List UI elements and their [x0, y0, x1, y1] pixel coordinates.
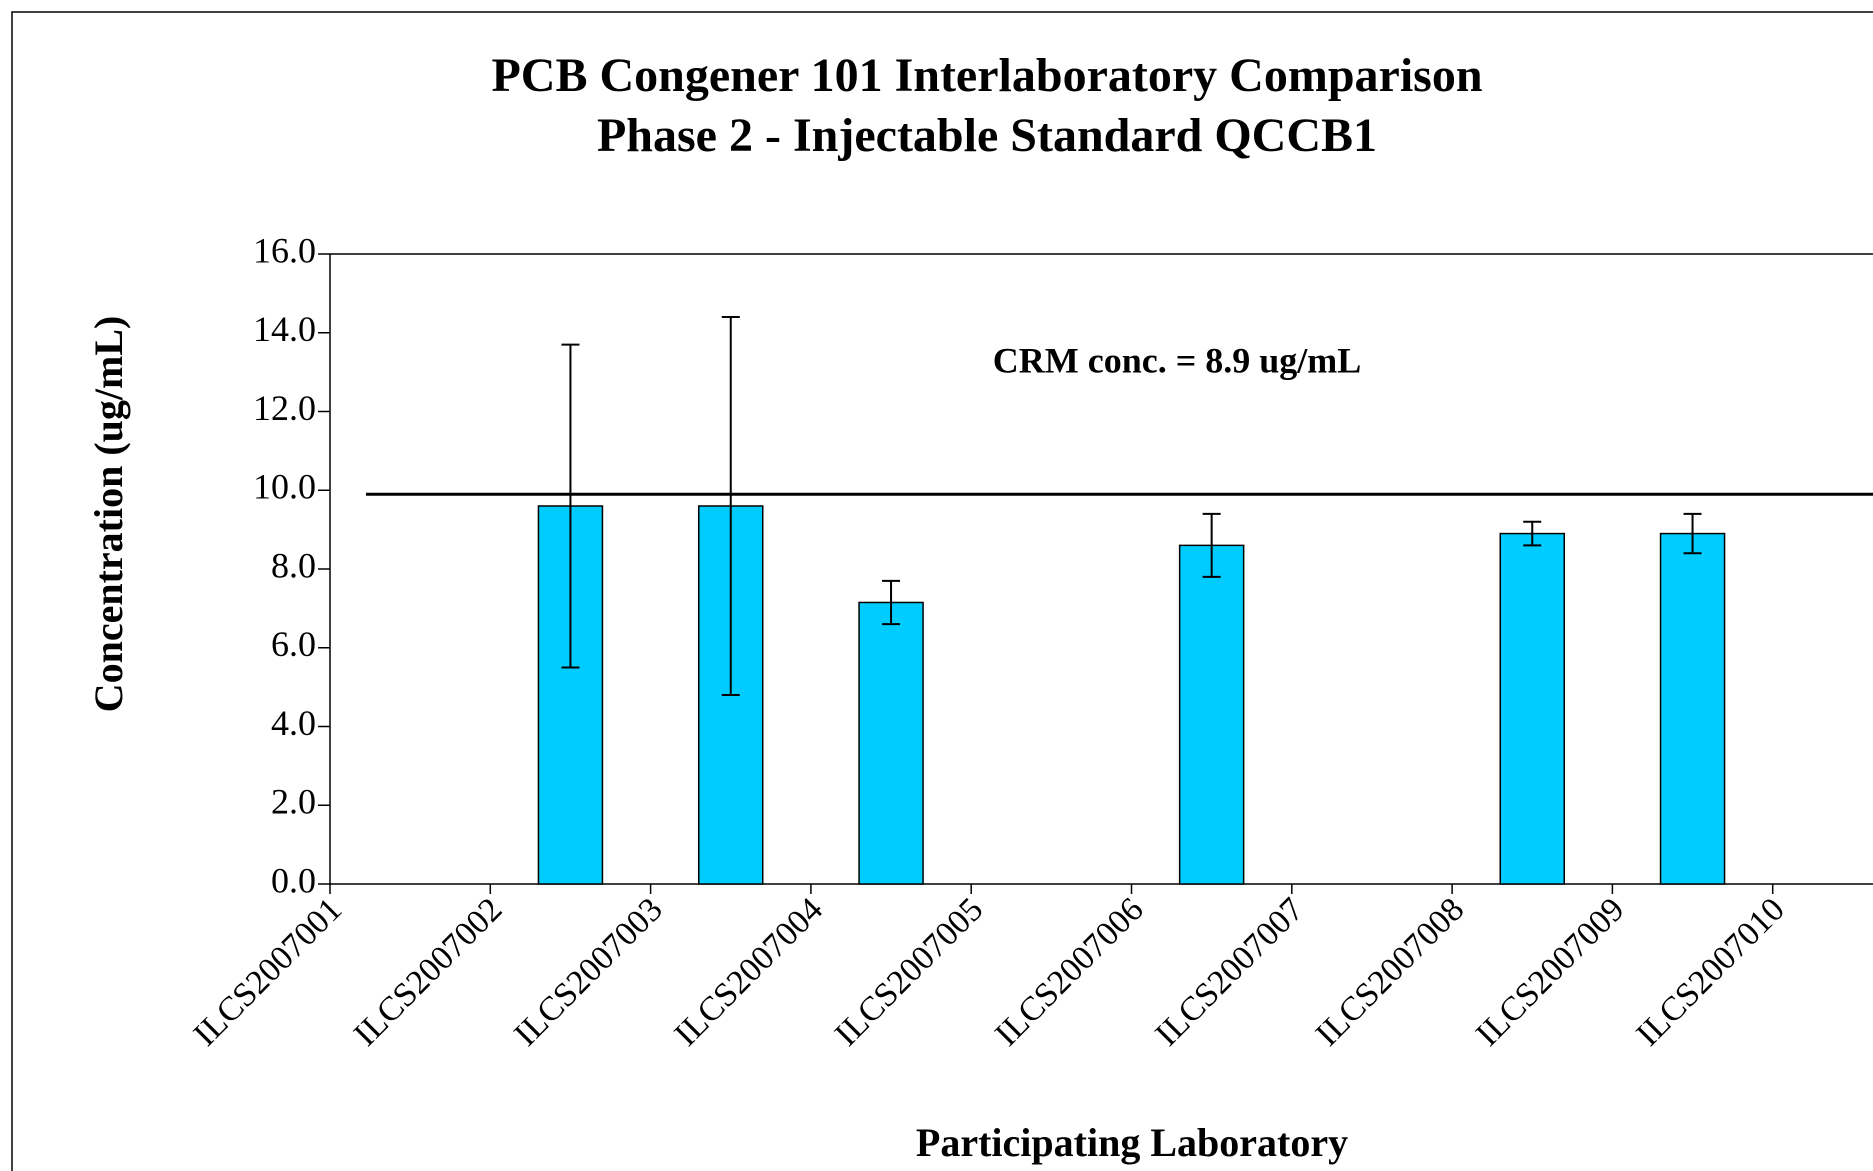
y-tick-label: 0.0: [271, 860, 316, 900]
bar: [1178, 544, 1245, 885]
chart-title: PCB Congener 101 Interlaboratory Compari…: [491, 49, 1482, 102]
y-tick-label: 14.0: [253, 309, 316, 349]
error-bar: [1523, 520, 1542, 547]
x-tick-label: ILCS2007010: [1629, 891, 1791, 1053]
chart-subtitle: Phase 2 - Injectable Standard QCCB1: [597, 109, 1377, 162]
x-axis-label: Participating Laboratory: [916, 1120, 1348, 1165]
y-tick-label: 4.0: [271, 703, 316, 743]
x-tick-label: ILCS2007009: [1469, 891, 1631, 1053]
error-bar: [1683, 512, 1702, 555]
bar: [858, 601, 924, 885]
error-bar: [1202, 512, 1221, 578]
bar: [1499, 532, 1565, 885]
chart-frame: [11, 11, 1873, 1171]
x-tick-label: ILCS2007003: [507, 891, 669, 1053]
x-tick-label: ILCS2007008: [1309, 891, 1471, 1053]
y-tick-label: 8.0: [271, 545, 316, 585]
x-tick-label: ILCS2007007: [1149, 891, 1311, 1053]
y-tick-label: 12.0: [253, 388, 316, 428]
y-tick-label: 10.0: [253, 467, 316, 507]
error-bar: [561, 343, 580, 669]
y-tick-label: 16.0: [253, 230, 316, 270]
x-tick-label: ILCS2007004: [668, 891, 830, 1053]
bar: [1659, 532, 1726, 885]
error-bar: [721, 316, 740, 696]
y-tick-label: 6.0: [271, 624, 316, 664]
y-tick-label: 2.0: [271, 782, 316, 822]
error-bar: [882, 579, 901, 626]
x-tick-label: ILCS2007001: [187, 891, 349, 1053]
annotation: CRM conc. = 8.9 ug/mL: [993, 340, 1362, 380]
y-axis-label: Concentration (ug/mL): [86, 316, 131, 713]
x-tick-label: ILCS2007005: [828, 891, 990, 1053]
x-tick-label: ILCS2007006: [988, 891, 1150, 1053]
x-tick-label: ILCS2007002: [347, 891, 509, 1053]
